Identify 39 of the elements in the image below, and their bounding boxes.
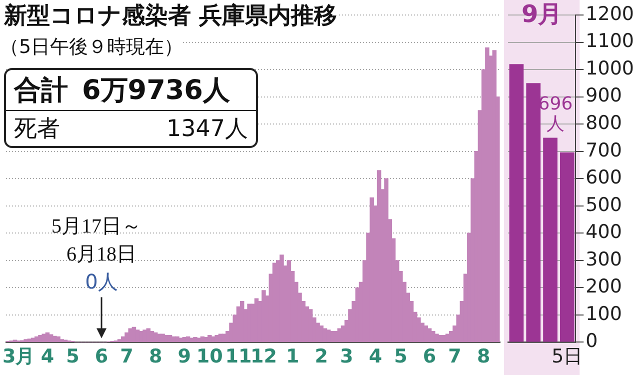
x-tick-label: 10 bbox=[196, 346, 223, 368]
y-tick-label: 0 bbox=[586, 330, 598, 352]
x-tick-label: 8 bbox=[476, 346, 490, 368]
x-tick-label: 7 bbox=[448, 346, 462, 368]
x-tick-label: 7 bbox=[120, 346, 134, 368]
text: （5日午後９時現在） bbox=[0, 34, 184, 60]
y-tick-label: 600 bbox=[586, 166, 622, 189]
y-tick-label: 100 bbox=[586, 302, 622, 325]
y-tick-label: 800 bbox=[586, 112, 622, 134]
y-tick-label: 400 bbox=[586, 221, 622, 244]
y-tick-label: 900 bbox=[586, 84, 622, 107]
x-tick-label: 12 bbox=[250, 346, 277, 368]
x-tick-label: 1 bbox=[286, 346, 300, 368]
x-tick-label: 8 bbox=[148, 346, 162, 368]
x-tick-label: 5 bbox=[66, 346, 80, 368]
x-tick-label: 6 bbox=[422, 346, 436, 368]
chart-title: 9月 bbox=[521, 0, 562, 28]
annotation: 合計 6万9736人 bbox=[14, 74, 230, 108]
x-tick-label: 9 bbox=[178, 346, 192, 368]
y-tick-label: 1000 bbox=[586, 57, 634, 80]
x-tick-label: 11 bbox=[225, 346, 252, 368]
x-tick-label: 4 bbox=[368, 346, 382, 368]
y-tick-label: 1100 bbox=[586, 30, 634, 52]
y-tick-label: 1200 bbox=[586, 2, 634, 25]
x-tick-label: 5 bbox=[394, 346, 408, 368]
y-tick-label: 500 bbox=[586, 194, 622, 216]
x-tick-label: 3月 bbox=[2, 346, 35, 368]
x-tick-label: 5日 bbox=[552, 346, 583, 368]
annotation: 5月17日～ 6月18日 0人 bbox=[52, 215, 142, 294]
x-tick-label: 6 bbox=[94, 346, 108, 368]
x-tick-label: 3 bbox=[340, 346, 354, 368]
x-tick-label: 4 bbox=[40, 346, 54, 368]
x-tick-label: 2 bbox=[314, 346, 328, 368]
y-tick-label: 200 bbox=[586, 276, 622, 298]
y-tick-label: 700 bbox=[586, 139, 622, 162]
chart-title: 新型コロナ感染者 兵庫県内推移 bbox=[4, 0, 338, 31]
data-label: 696人 bbox=[538, 93, 573, 134]
y-tick-label: 300 bbox=[586, 248, 622, 270]
text: 死者 1347人 bbox=[14, 116, 248, 142]
